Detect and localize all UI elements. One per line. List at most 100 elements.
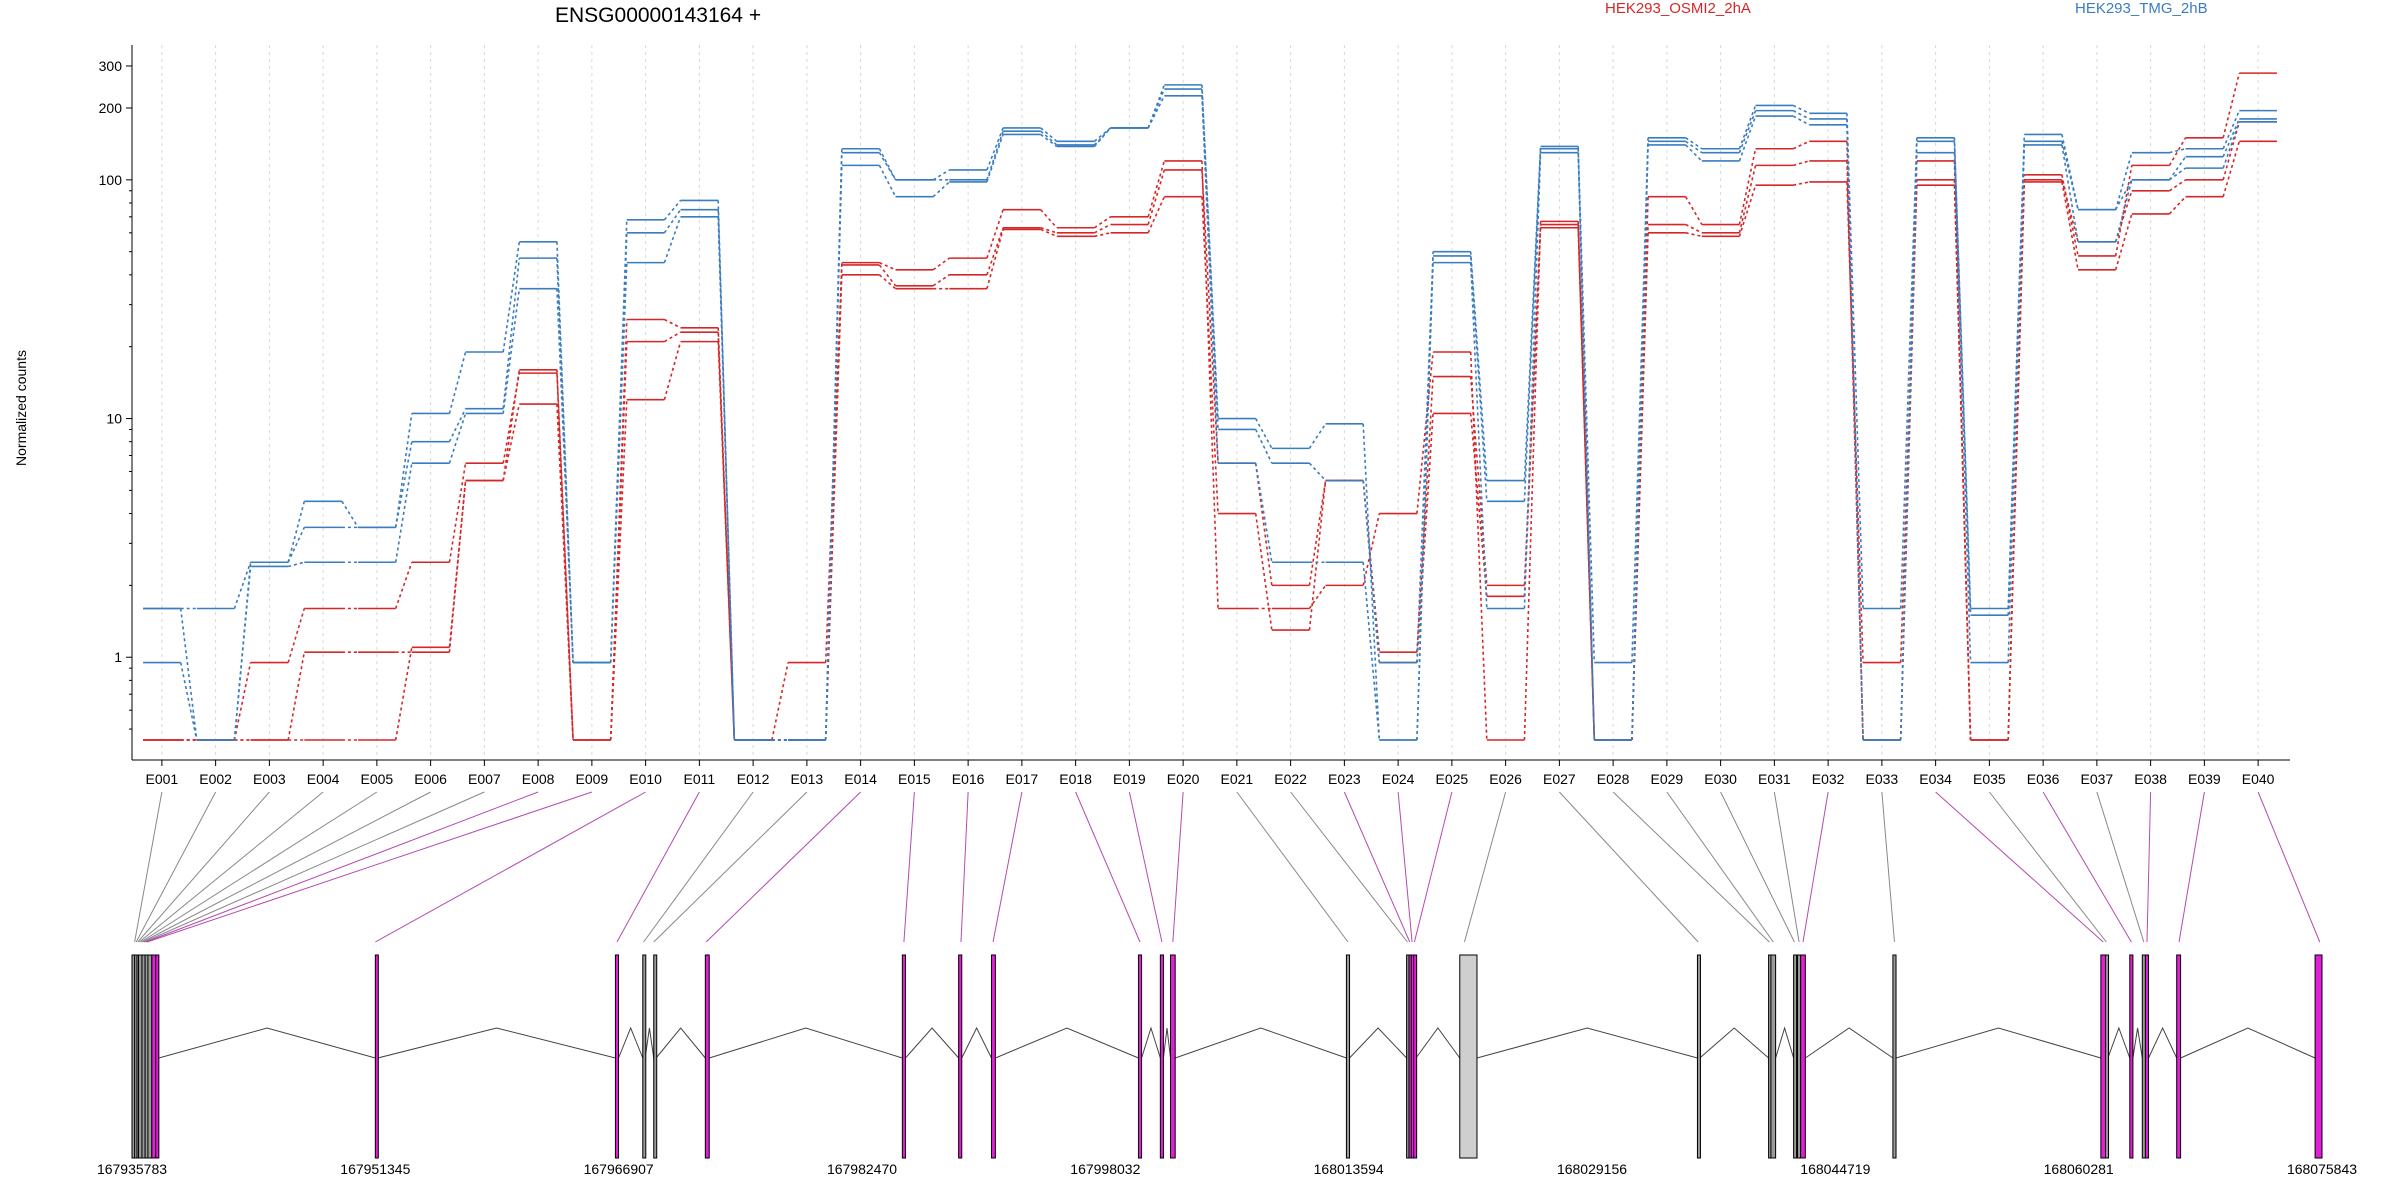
data-transition bbox=[878, 274, 897, 290]
x-tick-label: E014 bbox=[844, 771, 877, 787]
x-tick-label: E007 bbox=[468, 771, 501, 787]
intron-line bbox=[995, 1027, 1139, 1059]
data-transition bbox=[448, 408, 467, 443]
data-transition bbox=[1631, 144, 1649, 741]
exon-connector bbox=[140, 791, 378, 943]
data-transition bbox=[1254, 429, 1273, 464]
data-transition bbox=[1685, 232, 1702, 238]
data-transition bbox=[986, 209, 1004, 259]
data-transition bbox=[2168, 167, 2187, 181]
coordinate-label: 167935783 bbox=[97, 1161, 167, 1177]
data-transition bbox=[986, 130, 1004, 181]
y-tick-label: 300 bbox=[99, 58, 123, 74]
exon-box bbox=[1345, 954, 1351, 1159]
x-tick-label: E013 bbox=[791, 771, 824, 787]
data-transition bbox=[556, 288, 574, 663]
data-transition bbox=[2114, 179, 2133, 211]
intron-line bbox=[1175, 1027, 1347, 1059]
data-transition bbox=[1308, 480, 1327, 631]
exon-connector bbox=[653, 791, 808, 943]
x-tick-label: E019 bbox=[1113, 771, 1146, 787]
data-transition bbox=[986, 227, 1004, 276]
exon-box bbox=[2314, 954, 2323, 1159]
x-tick-label: E036 bbox=[2027, 771, 2060, 787]
data-transition bbox=[1469, 255, 1488, 502]
exon-box bbox=[614, 954, 620, 1159]
exon-connector bbox=[1463, 791, 1507, 943]
intron-line bbox=[1162, 1027, 1172, 1059]
data-transition bbox=[1362, 480, 1381, 663]
x-tick-label: E040 bbox=[2242, 771, 2275, 787]
intron-line bbox=[1895, 1027, 2101, 1059]
series-lines bbox=[143, 72, 2277, 741]
exon-track bbox=[131, 954, 2323, 1159]
exon-connector bbox=[375, 791, 646, 943]
data-transition bbox=[1362, 423, 1381, 741]
coordinate-label: 167982470 bbox=[827, 1161, 897, 1177]
exon-connector bbox=[1236, 791, 1349, 943]
x-tick-label: E011 bbox=[684, 771, 716, 787]
data-transition bbox=[1362, 562, 1381, 741]
data-transition bbox=[1792, 160, 1810, 167]
data-transition bbox=[2061, 144, 2079, 242]
x-tick-label: E028 bbox=[1597, 771, 1630, 787]
data-transition bbox=[1846, 141, 1864, 741]
coordinate-label: 168044719 bbox=[1800, 1161, 1870, 1177]
exon-box bbox=[2100, 954, 2107, 1159]
data-transition bbox=[1738, 115, 1757, 162]
data-transition bbox=[1523, 152, 1542, 609]
data-transition bbox=[1738, 165, 1757, 233]
intron-line bbox=[1349, 1027, 1407, 1059]
exon-connector bbox=[2146, 791, 2152, 943]
exon-connector bbox=[146, 791, 593, 943]
data-transition bbox=[1792, 115, 1810, 126]
data-transition bbox=[394, 463, 413, 563]
exon-box bbox=[1137, 954, 1143, 1159]
exon-connector bbox=[138, 791, 324, 943]
exon-connector bbox=[2042, 791, 2132, 943]
data-transition bbox=[932, 257, 950, 271]
data-transition bbox=[287, 652, 306, 741]
data-transition bbox=[1685, 140, 1703, 154]
data-transition bbox=[1416, 351, 1434, 514]
data-transition bbox=[1469, 351, 1488, 741]
exon-box bbox=[990, 954, 996, 1159]
data-transition bbox=[2114, 179, 2133, 243]
exon-connector bbox=[2257, 791, 2321, 943]
data-transition bbox=[556, 404, 574, 741]
data-transition bbox=[1254, 418, 1273, 449]
data-transition bbox=[1040, 133, 1058, 148]
x-tick-label: E039 bbox=[2188, 771, 2221, 787]
x-tick-label: E002 bbox=[199, 771, 232, 787]
exon-box bbox=[2105, 954, 2110, 1159]
data-transition bbox=[502, 288, 521, 414]
data-transition bbox=[1308, 423, 1327, 449]
data-transition bbox=[1040, 209, 1058, 229]
intron-line bbox=[905, 1027, 960, 1059]
data-transition bbox=[1738, 110, 1757, 153]
exon-connector bbox=[1935, 791, 2104, 943]
intron-line bbox=[2132, 1027, 2143, 1059]
exon-connector bbox=[616, 791, 700, 943]
x-tick-label: E012 bbox=[737, 771, 770, 787]
data-transition bbox=[556, 369, 574, 741]
data-transition bbox=[448, 463, 467, 563]
x-tick-label: E009 bbox=[576, 771, 609, 787]
data-transition bbox=[1523, 221, 1542, 741]
data-transition bbox=[1846, 113, 1864, 609]
series-line-6 bbox=[143, 94, 2277, 741]
data-transition bbox=[2168, 196, 2187, 215]
exon-box bbox=[1413, 954, 1418, 1159]
exon-connector bbox=[1720, 791, 1795, 943]
intron-line bbox=[618, 1026, 644, 1059]
data-transition bbox=[1953, 152, 1972, 663]
x-tick-label: E025 bbox=[1436, 771, 1469, 787]
x-tick-label: E033 bbox=[1866, 771, 1899, 787]
exon-box bbox=[642, 954, 647, 1159]
data-transition bbox=[1469, 413, 1488, 597]
data-transition bbox=[233, 662, 252, 741]
data-transition bbox=[1416, 376, 1434, 653]
exon-connector bbox=[1802, 791, 1829, 943]
exon-box bbox=[2176, 954, 2182, 1159]
grid-lines bbox=[161, 45, 2259, 760]
